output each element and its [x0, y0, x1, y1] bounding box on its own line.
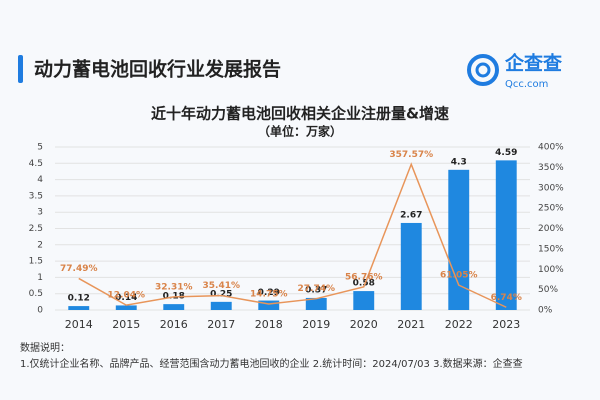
- line-value-label: 27.74%: [298, 284, 336, 294]
- y-tick-label: 5: [37, 143, 43, 153]
- y-tick-label: 3: [37, 208, 43, 218]
- y2-tick-label: 350%: [538, 163, 564, 173]
- bar-value-label: 4.3: [451, 157, 467, 167]
- bar: [448, 169, 470, 310]
- x-tick-label: 2023: [492, 318, 520, 331]
- bar: [353, 291, 375, 310]
- bar-value-label: 0.37: [305, 285, 327, 295]
- y-tick-label: 0.5: [29, 289, 43, 299]
- line-value-label: 12.04%: [108, 291, 146, 301]
- logo-icon: [475, 62, 491, 78]
- bar: [305, 297, 327, 310]
- y2-tick-label: 150%: [538, 244, 564, 254]
- y-tick-label: 4: [37, 175, 43, 185]
- x-tick-label: 2018: [255, 318, 283, 331]
- chart-subtitle: （单位：万家）: [258, 124, 342, 139]
- y-tick-label: 3.5: [29, 191, 43, 201]
- y-tick-label: 1: [37, 273, 43, 283]
- bar: [495, 160, 517, 310]
- line-value-label: 35.41%: [203, 281, 241, 291]
- y-tick-label: 0: [37, 306, 43, 316]
- y2-tick-label: 200%: [538, 224, 564, 234]
- bar: [163, 304, 185, 310]
- y-tick-label: 2.5: [29, 224, 43, 234]
- bar-value-label: 2.67: [400, 210, 422, 220]
- line-value-label: 14.75%: [250, 289, 288, 299]
- logo-url: Qcc.com: [505, 79, 548, 90]
- bar-value-label: 0.14: [115, 293, 137, 303]
- x-tick-label: 2019: [302, 318, 330, 331]
- bar: [258, 300, 280, 310]
- y2-tick-label: 300%: [538, 183, 564, 193]
- bar-value-label: 0.29: [258, 288, 280, 298]
- bar-value-label: 0.12: [68, 294, 90, 304]
- y2-tick-label: 250%: [538, 204, 564, 214]
- header-title: 动力蓄电池回收行业发展报告: [34, 58, 281, 81]
- bar-value-label: 4.59: [495, 148, 517, 158]
- x-tick-label: 2017: [207, 318, 235, 331]
- line-value-label: 6.74%: [491, 293, 522, 303]
- logo: 企查查 Qcc.com: [467, 52, 563, 90]
- y2-tick-label: 50%: [538, 285, 558, 295]
- chart-title: 近十年动力蓄电池回收相关企业注册量&增速: [151, 105, 449, 123]
- logo-icon: [467, 54, 499, 86]
- line-value-label: 32.31%: [155, 282, 193, 292]
- notes-heading: 数据说明：: [20, 341, 70, 354]
- header-accent: [18, 55, 23, 83]
- bar: [68, 306, 90, 310]
- line-value-label: 56.76%: [345, 272, 383, 282]
- x-tick-label: 2022: [445, 318, 473, 331]
- y2-tick-label: 400%: [538, 143, 564, 153]
- x-tick-label: 2016: [160, 318, 188, 331]
- line-value-label: 357.57%: [389, 150, 433, 160]
- x-tick-label: 2020: [350, 318, 378, 331]
- bar: [210, 301, 232, 310]
- bar-value-label: 0.25: [210, 289, 232, 299]
- y-tick-label: 4.5: [29, 159, 43, 169]
- logo-name: 企查查: [504, 52, 563, 75]
- y-tick-label: 1.5: [29, 257, 43, 267]
- x-tick-label: 2021: [397, 318, 425, 331]
- bar: [400, 222, 422, 310]
- x-tick-label: 2014: [65, 318, 93, 331]
- x-tick-label: 2015: [112, 318, 140, 331]
- bar-value-label: 0.58: [353, 279, 375, 289]
- y-tick-label: 2: [37, 240, 43, 250]
- bar: [115, 305, 137, 310]
- notes-text: 1.仅统计企业名称、品牌产品、经营范围含动力蓄电池回收的企业 2.统计时间：20…: [20, 357, 523, 370]
- y2-tick-label: 100%: [538, 265, 564, 275]
- y2-tick-label: 0%: [538, 306, 553, 316]
- line-value-label: 61.05%: [440, 271, 478, 281]
- line-value-label: 77.49%: [60, 264, 98, 274]
- line: [78, 162, 507, 308]
